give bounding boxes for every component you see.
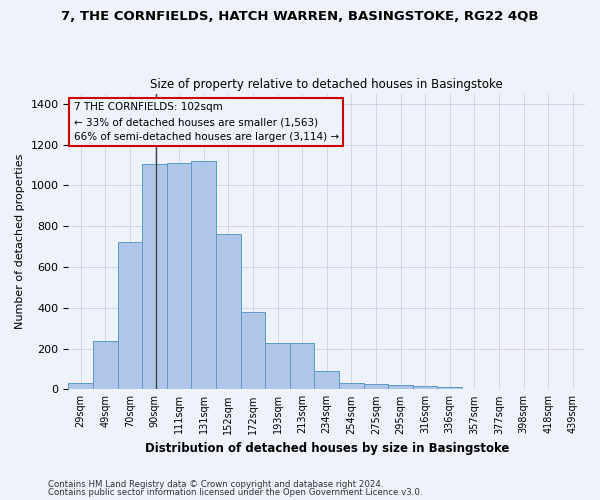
Bar [314,371,339,390]
Bar [413,386,437,390]
Bar [265,344,290,390]
Text: 7 THE CORNFIELDS: 102sqm
← 33% of detached houses are smaller (1,563)
66% of sem: 7 THE CORNFIELDS: 102sqm ← 33% of detach… [74,102,338,142]
Bar [191,161,216,390]
Bar [290,344,314,390]
Y-axis label: Number of detached properties: Number of detached properties [15,154,25,329]
Text: Contains public sector information licensed under the Open Government Licence v3: Contains public sector information licen… [48,488,422,497]
Bar [437,388,462,390]
Bar [68,383,93,390]
Bar [364,384,388,390]
Bar [93,342,118,390]
Bar [167,163,191,390]
Bar [241,312,265,390]
Title: Size of property relative to detached houses in Basingstoke: Size of property relative to detached ho… [151,78,503,91]
X-axis label: Distribution of detached houses by size in Basingstoke: Distribution of detached houses by size … [145,442,509,455]
Bar [388,385,413,390]
Text: Contains HM Land Registry data © Crown copyright and database right 2024.: Contains HM Land Registry data © Crown c… [48,480,383,489]
Bar [339,383,364,390]
Bar [216,234,241,390]
Bar [118,242,142,390]
Bar [142,164,167,390]
Text: 7, THE CORNFIELDS, HATCH WARREN, BASINGSTOKE, RG22 4QB: 7, THE CORNFIELDS, HATCH WARREN, BASINGS… [61,10,539,23]
